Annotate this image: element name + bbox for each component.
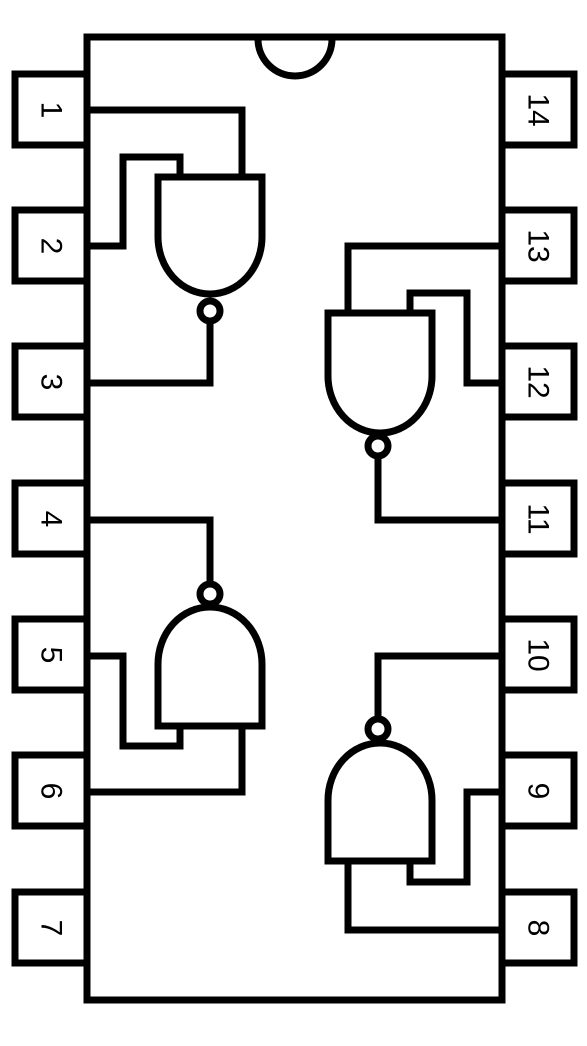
pin-label-10: 10 (522, 638, 555, 671)
wire-pin-6-to-gate-2 (87, 726, 246, 796)
wire-gate-3-to-pin-11 (374, 456, 502, 524)
pin-box-14 (498, 70, 578, 149)
pin-label-9: 9 (522, 783, 555, 800)
wire-pin-12-to-gate-3 (406, 289, 502, 387)
gate-4-inversion-bubble (364, 715, 392, 743)
gate-1-nand-body (154, 173, 266, 298)
pin-label-3: 3 (35, 374, 68, 391)
right-pin-labels: 14 13 12 11 10 9 8 (522, 93, 555, 936)
wire-pin-2-to-gate-1 (87, 153, 184, 250)
gate-1-inversion-bubble (196, 297, 224, 325)
pin-label-7: 7 (35, 920, 68, 937)
wire-gate-2-to-pin-4 (87, 516, 214, 584)
wire-gate-1-to-pin-3 (87, 321, 214, 387)
gate-4-nand-body (324, 739, 436, 865)
pin-label-4: 4 (35, 511, 68, 528)
pin-label-13: 13 (522, 229, 555, 262)
pin-label-14: 14 (522, 93, 555, 126)
wire-pin-9-to-gate-4 (406, 788, 502, 886)
gate-3-inversion-bubble (364, 432, 392, 460)
wire-pin-13-to-gate-3 (344, 242, 502, 313)
wire-pin-1-to-gate-1 (87, 106, 246, 177)
gate-2-inversion-bubble (196, 580, 224, 608)
gate-3-nand-body (324, 309, 436, 437)
wire-gate-4-to-pin-10 (374, 652, 502, 719)
pin-label-5: 5 (35, 647, 68, 664)
pin-label-8: 8 (522, 920, 555, 937)
pin-label-6: 6 (35, 783, 68, 800)
pin-label-2: 2 (35, 238, 68, 255)
pin-label-12: 12 (522, 365, 555, 398)
wire-pin-5-to-gate-2 (87, 652, 184, 750)
left-pin-labels: 1 2 3 4 5 6 7 (35, 102, 68, 937)
gate-2-nand-body (154, 603, 266, 730)
pin-label-1: 1 (35, 102, 68, 119)
pin-box-7 (11, 888, 91, 967)
pin-label-11: 11 (522, 503, 555, 534)
wire-pin-8-to-gate-4 (344, 861, 502, 934)
orientation-notch (254, 38, 336, 80)
